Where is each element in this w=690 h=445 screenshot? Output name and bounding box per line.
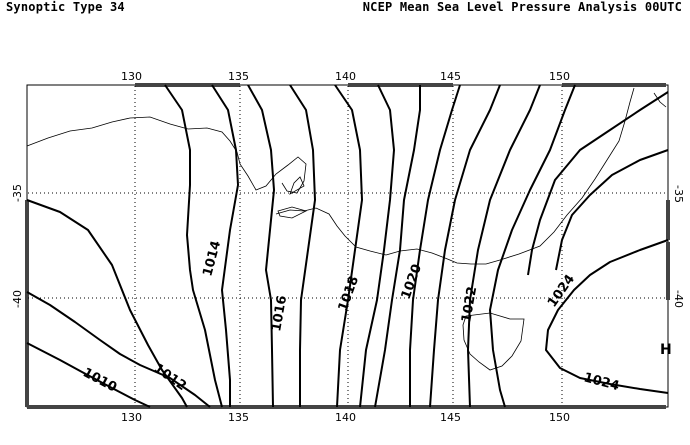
isobar-1026 [359, 84, 395, 408]
isobar-1030 [409, 84, 461, 407]
bottom-tick-135: 135 [228, 411, 249, 424]
top-tick-140: 140 [335, 70, 356, 83]
isobar-1020 [247, 84, 275, 408]
chart-subtitle: NCEP Mean Sea Level Pressure Analysis 00… [362, 0, 682, 14]
top-tick-150: 150 [549, 70, 570, 83]
left-tick-35: -35 [11, 184, 24, 202]
isobar-1040 [555, 149, 669, 271]
isobar-1036 [489, 84, 576, 408]
bottom-tick-145: 145 [440, 411, 461, 424]
isobar-label-1018: 1018 [336, 274, 362, 313]
high-pressure-marker: H [660, 342, 672, 358]
isobar-1028 [374, 85, 421, 408]
top-tick-135: 135 [228, 70, 249, 83]
bottom-tick-130: 130 [121, 411, 142, 424]
isobar-1032 [429, 84, 501, 408]
isobar-1034 [467, 84, 541, 408]
isobar-label-1022: 1022 [459, 285, 480, 323]
isobar-label-1016: 1016 [269, 294, 290, 332]
isobar-label-1020: 1020 [399, 262, 425, 301]
isobar-1024 [334, 84, 363, 408]
isobar-1016 [164, 84, 223, 408]
isobar-1022 [289, 84, 316, 407]
isobar-1038 [527, 91, 669, 276]
isobar-label-1010: 1010 [80, 365, 119, 395]
isobar-1042 [545, 239, 669, 394]
frame-accent-bars [25, 83, 670, 409]
chart-title: Synoptic Type 34 [6, 0, 125, 14]
coastline [26, 87, 667, 371]
isobar-1012 [26, 291, 211, 408]
isobar-1014 [26, 199, 188, 408]
isobar-1010 [26, 342, 151, 408]
isobar-label-1012: 1012 [151, 361, 189, 394]
left-tick-40: -40 [11, 290, 24, 308]
right-tick-35: -35 [672, 185, 685, 203]
isobar-label-1024-south: 1024 [582, 370, 621, 394]
isobar-1018 [211, 84, 239, 407]
grid-lines [28, 86, 667, 406]
bottom-tick-150: 150 [549, 411, 570, 424]
bottom-tick-140: 140 [335, 411, 356, 424]
top-tick-145: 145 [440, 70, 461, 83]
right-tick-40: -40 [672, 290, 685, 308]
isobar-label-1014: 1014 [200, 239, 224, 278]
isobars [26, 84, 669, 408]
top-tick-130: 130 [121, 70, 142, 83]
